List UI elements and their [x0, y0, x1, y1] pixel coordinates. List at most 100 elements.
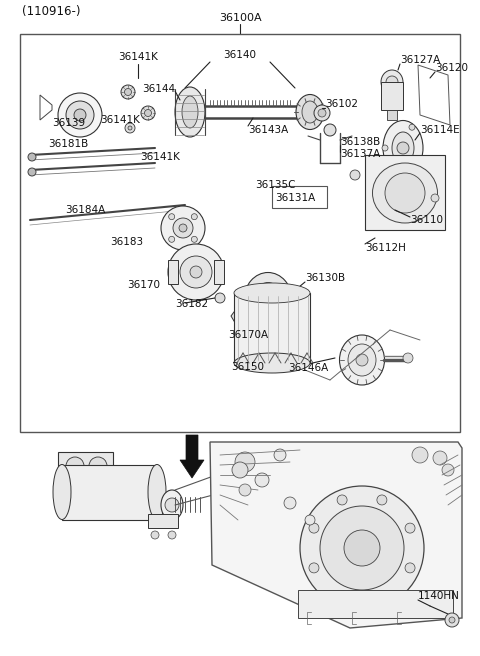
Ellipse shape	[175, 87, 205, 137]
Bar	[62, 465, 157, 520]
Ellipse shape	[182, 96, 198, 128]
Circle shape	[405, 523, 415, 533]
Ellipse shape	[348, 344, 376, 376]
Bar	[365, 155, 445, 230]
Text: 36139: 36139	[52, 118, 85, 128]
Ellipse shape	[383, 121, 423, 176]
Circle shape	[89, 457, 107, 475]
Text: 36127A: 36127A	[400, 55, 440, 65]
Circle shape	[309, 523, 319, 533]
Circle shape	[377, 591, 387, 601]
Circle shape	[58, 93, 102, 137]
Text: 36138B: 36138B	[340, 137, 380, 147]
Circle shape	[239, 484, 251, 496]
Circle shape	[337, 591, 347, 601]
Ellipse shape	[53, 464, 71, 520]
Circle shape	[350, 170, 360, 180]
Circle shape	[412, 447, 428, 463]
Circle shape	[385, 173, 425, 213]
Circle shape	[165, 498, 179, 512]
Circle shape	[168, 244, 224, 300]
Circle shape	[284, 497, 296, 509]
Circle shape	[300, 486, 424, 610]
Circle shape	[409, 166, 415, 172]
Circle shape	[168, 531, 176, 539]
Circle shape	[168, 214, 175, 220]
Ellipse shape	[234, 283, 310, 303]
Text: 36150: 36150	[231, 362, 264, 372]
Ellipse shape	[234, 353, 310, 373]
Circle shape	[28, 168, 36, 176]
Circle shape	[190, 266, 202, 278]
Bar	[168, 260, 178, 284]
Circle shape	[74, 109, 86, 121]
Circle shape	[192, 214, 197, 220]
Ellipse shape	[392, 132, 414, 164]
Text: 36144: 36144	[142, 84, 175, 94]
Circle shape	[144, 110, 152, 117]
Circle shape	[377, 495, 387, 505]
Circle shape	[179, 224, 187, 232]
Bar	[387, 110, 397, 120]
Bar	[20, 34, 460, 432]
Circle shape	[309, 563, 319, 573]
Circle shape	[344, 530, 380, 566]
Circle shape	[397, 142, 409, 154]
Bar	[234, 293, 310, 363]
Text: 36110: 36110	[410, 215, 443, 225]
Circle shape	[449, 617, 455, 623]
Circle shape	[431, 194, 439, 202]
Circle shape	[124, 89, 132, 96]
Text: 36100A: 36100A	[219, 13, 261, 23]
Bar	[272, 186, 327, 208]
Circle shape	[274, 449, 286, 461]
Circle shape	[445, 613, 459, 627]
Circle shape	[173, 218, 193, 238]
Ellipse shape	[254, 283, 282, 318]
Text: 1140HN: 1140HN	[418, 591, 460, 601]
Circle shape	[255, 473, 269, 487]
Text: 36141K: 36141K	[140, 152, 180, 162]
Circle shape	[141, 106, 155, 120]
Bar	[381, 82, 403, 110]
Circle shape	[128, 126, 132, 130]
Circle shape	[386, 76, 398, 88]
Circle shape	[28, 153, 36, 161]
Text: 36182: 36182	[175, 299, 208, 309]
Circle shape	[66, 457, 84, 475]
Circle shape	[320, 506, 404, 590]
Text: 36141K: 36141K	[100, 115, 140, 125]
Circle shape	[125, 123, 135, 133]
Bar	[214, 260, 224, 284]
Ellipse shape	[148, 464, 166, 520]
Circle shape	[314, 105, 330, 121]
Circle shape	[442, 464, 454, 476]
Text: 36170: 36170	[127, 280, 160, 290]
Circle shape	[403, 353, 413, 363]
Circle shape	[356, 354, 368, 366]
Polygon shape	[231, 302, 253, 326]
Text: 36184A: 36184A	[65, 205, 105, 215]
Circle shape	[305, 515, 315, 525]
Bar	[254, 287, 264, 297]
Text: 36183: 36183	[110, 237, 143, 247]
Circle shape	[66, 101, 94, 129]
Circle shape	[337, 495, 347, 505]
Text: 36131A: 36131A	[275, 193, 315, 203]
Ellipse shape	[339, 335, 384, 385]
Circle shape	[232, 462, 248, 478]
Polygon shape	[180, 435, 204, 478]
Text: 36120: 36120	[435, 63, 468, 73]
Text: 36112H: 36112H	[365, 243, 406, 253]
Text: 36146A: 36146A	[288, 363, 328, 373]
Circle shape	[151, 531, 159, 539]
Circle shape	[180, 256, 212, 288]
Circle shape	[318, 109, 326, 117]
Text: 36130B: 36130B	[305, 273, 345, 283]
Text: 36102: 36102	[325, 99, 358, 109]
Text: 36143A: 36143A	[248, 125, 288, 135]
Text: 36114E: 36114E	[420, 125, 460, 135]
Bar	[298, 590, 453, 618]
Text: 36135C: 36135C	[255, 180, 296, 190]
Text: 36140: 36140	[224, 50, 256, 60]
